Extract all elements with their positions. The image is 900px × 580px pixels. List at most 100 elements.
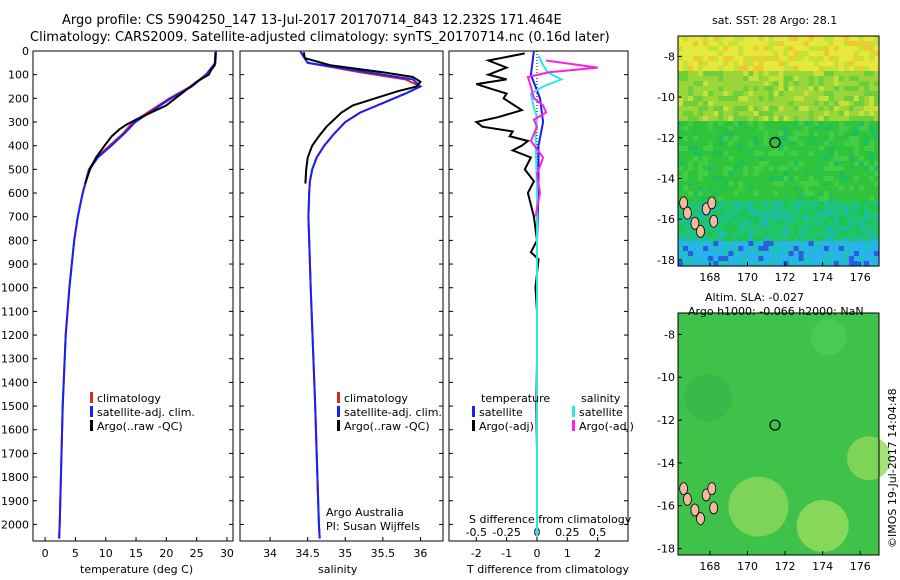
sst-cell bbox=[808, 141, 815, 147]
sst-cell bbox=[768, 126, 775, 132]
sst-cell bbox=[863, 256, 870, 262]
series-line-satellite-adj-clim- bbox=[299, 50, 423, 539]
sst-cell bbox=[698, 116, 704, 122]
sst-cell bbox=[813, 181, 820, 187]
sst-cell bbox=[863, 231, 870, 237]
sst-cell bbox=[788, 86, 795, 92]
sst-cell bbox=[763, 216, 769, 222]
sst-cell bbox=[688, 76, 694, 82]
sst-cell bbox=[723, 231, 729, 237]
sst-cell bbox=[678, 61, 684, 67]
sst-cell bbox=[688, 251, 694, 257]
sst-cell bbox=[803, 131, 810, 137]
sst-cell bbox=[688, 136, 694, 142]
sst-cell bbox=[768, 91, 775, 97]
sst-cell bbox=[843, 226, 850, 232]
sst-cell bbox=[863, 241, 870, 247]
sst-cell bbox=[818, 106, 825, 112]
sst-cell bbox=[753, 86, 759, 92]
sst-cell bbox=[683, 151, 689, 157]
sst-cell bbox=[828, 96, 835, 102]
sst-cell bbox=[698, 71, 704, 77]
sst-cell bbox=[773, 161, 780, 167]
sst-cell bbox=[828, 256, 835, 262]
sst-cell bbox=[838, 251, 845, 257]
sst-cell bbox=[678, 181, 684, 187]
sst-cell bbox=[853, 121, 860, 127]
sst-cell bbox=[798, 176, 805, 182]
sst-cell bbox=[678, 161, 684, 167]
sst-cell bbox=[833, 226, 840, 232]
sst-cell bbox=[713, 131, 719, 137]
sst-cell bbox=[773, 106, 780, 112]
sst-cell bbox=[758, 111, 764, 117]
sst-cell bbox=[874, 131, 880, 137]
sal-legend-satellite: satellite-adj. clim. bbox=[337, 406, 442, 419]
sst-cell bbox=[763, 206, 769, 212]
sst-cell bbox=[723, 216, 729, 222]
sst-cell bbox=[808, 166, 815, 172]
sst-cell bbox=[843, 256, 850, 262]
sst-cell bbox=[748, 86, 754, 92]
sst-cell bbox=[773, 81, 780, 87]
sst-cell bbox=[803, 206, 810, 212]
sst-cell bbox=[803, 151, 810, 157]
sst-cell bbox=[773, 111, 780, 117]
sst-cell bbox=[803, 226, 810, 232]
sst-cell bbox=[788, 166, 795, 172]
sst-cell bbox=[838, 231, 845, 237]
sst-cell bbox=[768, 96, 775, 102]
sst-cell bbox=[748, 171, 754, 177]
sst-cell bbox=[683, 96, 689, 102]
sst-cell bbox=[828, 166, 835, 172]
sst-cell bbox=[813, 246, 820, 252]
sst-cell bbox=[788, 121, 795, 127]
sst-cell bbox=[858, 131, 865, 137]
sst-cell bbox=[718, 186, 724, 192]
sst-cell bbox=[693, 96, 699, 102]
sst-cell bbox=[823, 46, 830, 52]
sst-cell bbox=[768, 236, 775, 242]
sst-cell bbox=[683, 186, 689, 192]
sst-cell bbox=[683, 76, 689, 82]
sst-cell bbox=[853, 131, 860, 137]
sst-cell bbox=[728, 91, 734, 97]
sst-cell bbox=[713, 151, 719, 157]
sst-cell bbox=[773, 121, 780, 127]
sst-cell bbox=[823, 61, 830, 67]
sst-cell bbox=[874, 111, 880, 117]
sst-cell bbox=[748, 116, 754, 122]
sst-cell bbox=[678, 221, 684, 227]
sst-cell bbox=[738, 41, 744, 47]
sst-cell bbox=[813, 261, 820, 267]
sst-cell bbox=[788, 201, 795, 207]
sst-cell bbox=[763, 91, 769, 97]
sst-cell bbox=[818, 211, 825, 217]
sst-cell bbox=[838, 46, 845, 52]
sst-cell bbox=[773, 251, 780, 257]
sst-cell bbox=[858, 66, 865, 72]
sst-cell bbox=[773, 216, 780, 222]
sst-cell bbox=[818, 216, 825, 222]
sst-cell bbox=[828, 196, 835, 202]
sst-cell bbox=[763, 211, 769, 217]
x-tick-label: 30 bbox=[220, 547, 234, 560]
sst-cell bbox=[743, 241, 749, 247]
sst-cell bbox=[698, 246, 704, 252]
sst-cell bbox=[838, 236, 845, 242]
sst-cell bbox=[833, 76, 840, 82]
sst-cell bbox=[753, 241, 759, 247]
sst-cell bbox=[853, 46, 860, 52]
y-tick-label: 600 bbox=[8, 187, 29, 200]
sst-cell bbox=[778, 91, 785, 97]
sst-cell bbox=[728, 181, 734, 187]
sst-cell bbox=[743, 66, 749, 72]
sst-cell bbox=[869, 76, 875, 82]
sst-cell bbox=[869, 101, 875, 107]
sst-cell bbox=[858, 46, 865, 52]
sst-cell bbox=[703, 226, 709, 232]
sst-cell bbox=[708, 121, 714, 127]
sst-cell bbox=[703, 251, 709, 257]
sst-cell bbox=[763, 261, 769, 267]
sst-cell bbox=[678, 106, 684, 112]
